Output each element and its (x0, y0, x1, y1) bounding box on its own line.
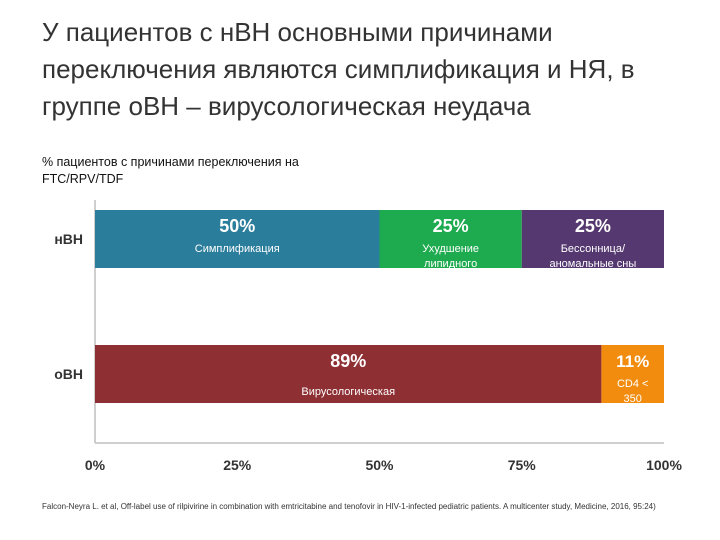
segment-value-label: 50% (219, 216, 255, 236)
x-tick-label: 100% (646, 457, 682, 473)
bar-segment (601, 345, 664, 403)
segment-labels: 89% Вирусологическая неудача (301, 351, 395, 413)
segment-labels: 11% CD4 < 350 (616, 352, 649, 405)
segment-category-label: Ухудшение (422, 243, 479, 255)
bar-segment (379, 210, 522, 268)
bar-segment (521, 210, 664, 268)
x-tick-label: 50% (365, 457, 394, 473)
segment-category-label: неудача (328, 401, 370, 413)
segment-labels: 25% Бессонница/аномальные сны (549, 216, 636, 270)
segment-value-label: 25% (433, 216, 469, 236)
segment-category-label: CD4 < (617, 378, 649, 390)
segment-category-label: 350 (624, 393, 642, 405)
segment-value-label: 11% (616, 352, 649, 371)
bar-segment (95, 210, 380, 268)
segment-category-label: Симплификация (195, 243, 280, 255)
category-label: оВН (54, 366, 83, 382)
segment-category-label: липидного (424, 258, 477, 270)
segment-category-label: профиля (428, 273, 474, 285)
category-label: нВН (54, 231, 83, 247)
segment-value-label: 25% (575, 216, 611, 236)
segment-labels: 50% Симплификация (195, 216, 280, 255)
source-footnote: Falcon-Neyra L. et al, Off-label use of … (42, 502, 656, 511)
x-tick-label: 25% (223, 457, 252, 473)
x-tick-label: 0% (85, 457, 106, 473)
x-tick-label: 75% (508, 457, 537, 473)
chart-subtitle: % пациентов с причинами переключения на … (42, 155, 299, 186)
segment-labels: 25% Ухудшение липидного профиля (422, 216, 479, 285)
page-title: У пациентов с нВН основными причинами пе… (42, 17, 635, 121)
bar-segment (95, 345, 602, 403)
segment-value-label: 89% (330, 351, 366, 371)
segment-category-label: Вирусологическая (301, 386, 395, 398)
segment-category-label: Бессонница/ (561, 243, 626, 255)
segment-category-label: аномальные сны (549, 258, 636, 270)
